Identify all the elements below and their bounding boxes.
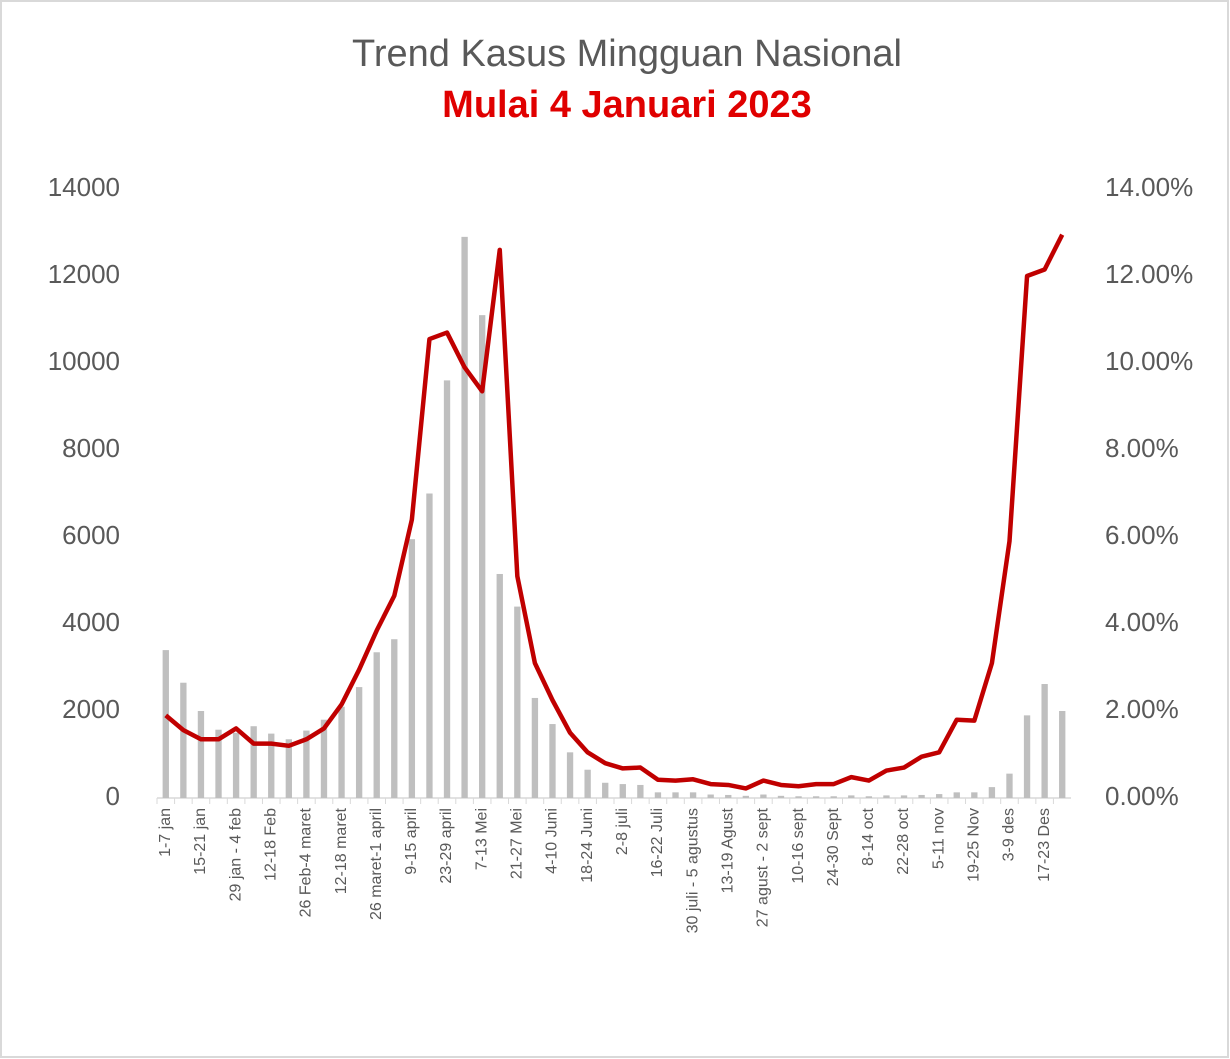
bar xyxy=(707,794,714,798)
bar xyxy=(355,687,363,798)
y2-tick-label: 10.00% xyxy=(1105,346,1193,376)
x-tick-label: 24-30 Sept xyxy=(825,807,842,886)
x-tick-label: 3-9 des xyxy=(1001,808,1018,861)
bar xyxy=(250,726,257,798)
x-tick-label: 8-14 oct xyxy=(860,807,877,865)
y2-tick-label: 4.00% xyxy=(1105,607,1179,637)
x-tick-label: 12-18 Feb xyxy=(262,808,279,881)
bar xyxy=(215,729,222,798)
y-tick-label: 10000 xyxy=(48,346,120,376)
bar xyxy=(391,639,398,798)
chart-subtitle: Mulai 4 Januari 2023 xyxy=(442,84,812,126)
x-tick-label: 22-28 oct xyxy=(895,807,912,874)
bar xyxy=(531,697,539,798)
chart-title: Trend Kasus Mingguan Nasional xyxy=(352,33,902,75)
x-tick-label: 21-27 Mei xyxy=(509,808,526,879)
x-tick-label: 5-11 nov xyxy=(930,808,947,869)
y-tick-label: 12000 xyxy=(48,259,120,289)
bar xyxy=(760,794,767,798)
x-tick-label: 17-23 Des xyxy=(1036,808,1053,882)
x-tick-label: 26 Feb-4 maret xyxy=(298,807,315,917)
x-tick-label: 30 juli - 5 agustus xyxy=(684,808,701,933)
y2-tick-label: 8.00% xyxy=(1105,433,1179,463)
bar xyxy=(988,787,996,798)
bar xyxy=(812,796,820,798)
bar xyxy=(479,315,486,798)
y2-tick-label: 0.00% xyxy=(1105,781,1179,811)
bar xyxy=(830,796,837,798)
x-tick-label: 4-10 Juni xyxy=(544,808,561,874)
y-tick-label: 2000 xyxy=(62,694,120,724)
bar xyxy=(971,792,978,798)
y2-tick-label: 14.00% xyxy=(1105,172,1193,202)
bar xyxy=(285,739,292,798)
x-tick-label: 1-7 jan xyxy=(157,808,174,857)
y2-tick-label: 12.00% xyxy=(1105,259,1193,289)
bar xyxy=(461,236,468,799)
bar xyxy=(1023,715,1031,798)
x-tick-label: 10-16 sept xyxy=(790,807,807,883)
bar xyxy=(742,795,749,798)
bar xyxy=(373,652,380,798)
bar xyxy=(268,733,275,798)
bar xyxy=(566,752,574,798)
bar xyxy=(689,792,697,798)
y-tick-label: 8000 xyxy=(62,433,120,463)
bar xyxy=(848,795,855,798)
bar xyxy=(1006,773,1013,798)
bar xyxy=(197,711,205,798)
bar xyxy=(549,724,556,798)
bar xyxy=(232,732,240,798)
bar xyxy=(900,795,908,798)
x-tick-label: 29 jan - 4 feb xyxy=(227,808,244,902)
x-tick-label: 13-19 Agust xyxy=(719,807,736,893)
bar xyxy=(795,796,802,798)
line xyxy=(164,233,1065,791)
bar xyxy=(602,782,609,798)
bar xyxy=(953,792,960,798)
bar xyxy=(1041,684,1048,798)
bar xyxy=(584,769,591,798)
bar xyxy=(162,650,169,798)
x-tick-label: 9-15 april xyxy=(403,808,420,875)
x-tick-label: 26 maret-1 april xyxy=(368,808,385,920)
bar xyxy=(408,539,416,798)
bar xyxy=(654,792,662,798)
bar xyxy=(619,784,626,798)
x-tick-label: 19-25 Nov xyxy=(966,808,983,882)
bar xyxy=(514,606,521,798)
bar xyxy=(777,795,785,798)
bar xyxy=(1059,711,1066,798)
x-tick-label: 15-21 jan xyxy=(192,808,209,875)
bar xyxy=(338,706,345,798)
bar xyxy=(725,794,732,798)
x-tick-label: 2-8 juli xyxy=(614,808,631,855)
bar xyxy=(496,573,503,798)
bar xyxy=(303,730,310,798)
bar xyxy=(918,794,925,798)
x-tick-label: 7-13 Mei xyxy=(473,808,490,870)
x-tick-label: 18-24 Juni xyxy=(579,808,596,883)
bar xyxy=(936,794,943,798)
y2-tick-label: 2.00% xyxy=(1105,694,1179,724)
bar xyxy=(865,796,873,798)
y2-tick-label: 6.00% xyxy=(1105,520,1179,550)
y-tick-label: 4000 xyxy=(62,607,120,637)
y-tick-label: 6000 xyxy=(62,520,120,550)
bar xyxy=(883,795,890,798)
bar xyxy=(443,380,451,798)
y-tick-label: 14000 xyxy=(48,172,120,202)
bar xyxy=(637,784,644,798)
bar xyxy=(320,719,328,798)
x-tick-label: 12-18 maret xyxy=(333,807,350,894)
bar xyxy=(426,493,433,798)
x-tick-label: 27 agust - 2 sept xyxy=(755,807,772,927)
bar xyxy=(672,792,679,798)
x-tick-label: 16-22 Juli xyxy=(649,808,666,877)
x-tick-label: 23-29 april xyxy=(438,808,455,884)
y-tick-label: 0 xyxy=(106,781,120,811)
bar xyxy=(180,682,187,798)
